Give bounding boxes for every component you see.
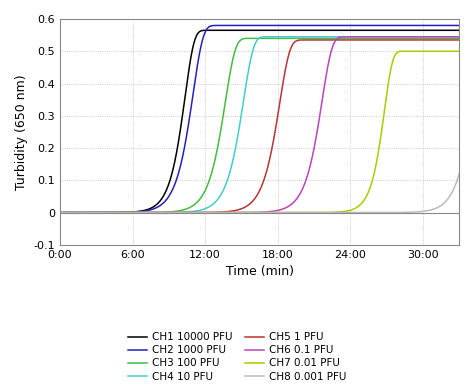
CH8 0.001 PFU	[57, 210, 63, 215]
CH8 0.001 PFU	[444, 198, 450, 203]
CH7 0.01 PFU	[411, 49, 417, 54]
CH1 10000 PFU	[246, 28, 252, 32]
CH7 0.01 PFU	[108, 210, 113, 215]
CH6 0.1 PFU	[134, 210, 140, 215]
CH8 0.001 PFU	[134, 210, 140, 215]
CH2 1000 PFU	[246, 23, 252, 28]
CH2 1000 PFU	[227, 23, 232, 28]
CH4 10 PFU	[444, 34, 450, 39]
CH1 10000 PFU	[57, 210, 63, 215]
CH5 1 PFU	[444, 38, 450, 42]
CH5 1 PFU	[57, 210, 63, 215]
CH4 10 PFU	[57, 210, 63, 215]
CH6 0.1 PFU	[356, 34, 362, 39]
CH8 0.001 PFU	[246, 210, 252, 215]
CH2 1000 PFU	[57, 210, 63, 215]
CH6 0.1 PFU	[108, 210, 113, 215]
CH8 0.001 PFU	[227, 210, 233, 215]
CH6 0.1 PFU	[227, 210, 233, 215]
CH1 10000 PFU	[108, 210, 113, 215]
CH7 0.01 PFU	[57, 210, 63, 215]
Line: CH2 1000 PFU: CH2 1000 PFU	[60, 25, 474, 213]
CH4 10 PFU	[227, 169, 233, 174]
CH3 100 PFU	[57, 210, 63, 215]
CH3 100 PFU	[246, 36, 252, 41]
CH2 1000 PFU	[228, 23, 233, 28]
CH1 10000 PFU	[228, 28, 233, 32]
Line: CH3 100 PFU: CH3 100 PFU	[60, 38, 474, 213]
CH1 10000 PFU	[444, 28, 450, 32]
CH7 0.01 PFU	[246, 210, 252, 215]
Line: CH5 1 PFU: CH5 1 PFU	[60, 40, 474, 213]
Line: CH4 10 PFU: CH4 10 PFU	[60, 37, 474, 213]
CH6 0.1 PFU	[246, 210, 252, 215]
CH2 1000 PFU	[108, 210, 113, 215]
X-axis label: Time (min): Time (min)	[226, 265, 293, 278]
CH2 1000 PFU	[444, 23, 450, 28]
CH6 0.1 PFU	[444, 34, 450, 39]
CH7 0.01 PFU	[134, 210, 140, 215]
CH8 0.001 PFU	[108, 210, 113, 215]
CH3 100 PFU	[134, 210, 140, 215]
CH3 100 PFU	[444, 36, 450, 41]
CH4 10 PFU	[277, 34, 283, 39]
CH6 0.1 PFU	[57, 210, 63, 215]
Line: CH8 0.001 PFU: CH8 0.001 PFU	[60, 38, 474, 213]
CH7 0.01 PFU	[444, 49, 450, 54]
CH5 1 PFU	[108, 210, 113, 215]
CH1 10000 PFU	[215, 28, 221, 32]
Line: CH6 0.1 PFU: CH6 0.1 PFU	[60, 37, 474, 213]
CH5 1 PFU	[246, 202, 252, 207]
Line: CH1 10000 PFU: CH1 10000 PFU	[60, 30, 474, 213]
CH3 100 PFU	[259, 36, 264, 41]
CH4 10 PFU	[246, 64, 252, 68]
CH1 10000 PFU	[134, 209, 140, 214]
CH3 100 PFU	[227, 71, 233, 76]
Legend: CH1 10000 PFU, CH2 1000 PFU, CH3 100 PFU, CH4 10 PFU, CH5 1 PFU, CH6 0.1 PFU, CH: CH1 10000 PFU, CH2 1000 PFU, CH3 100 PFU…	[124, 328, 350, 386]
CH5 1 PFU	[313, 38, 319, 42]
CH5 1 PFU	[134, 210, 140, 215]
CH4 10 PFU	[108, 210, 113, 215]
CH4 10 PFU	[134, 210, 140, 215]
Y-axis label: Turbidity (650 nm): Turbidity (650 nm)	[15, 74, 28, 190]
CH3 100 PFU	[108, 210, 113, 215]
CH7 0.01 PFU	[227, 210, 233, 215]
CH2 1000 PFU	[134, 210, 140, 214]
Line: CH7 0.01 PFU: CH7 0.01 PFU	[60, 51, 474, 213]
CH5 1 PFU	[227, 209, 233, 213]
